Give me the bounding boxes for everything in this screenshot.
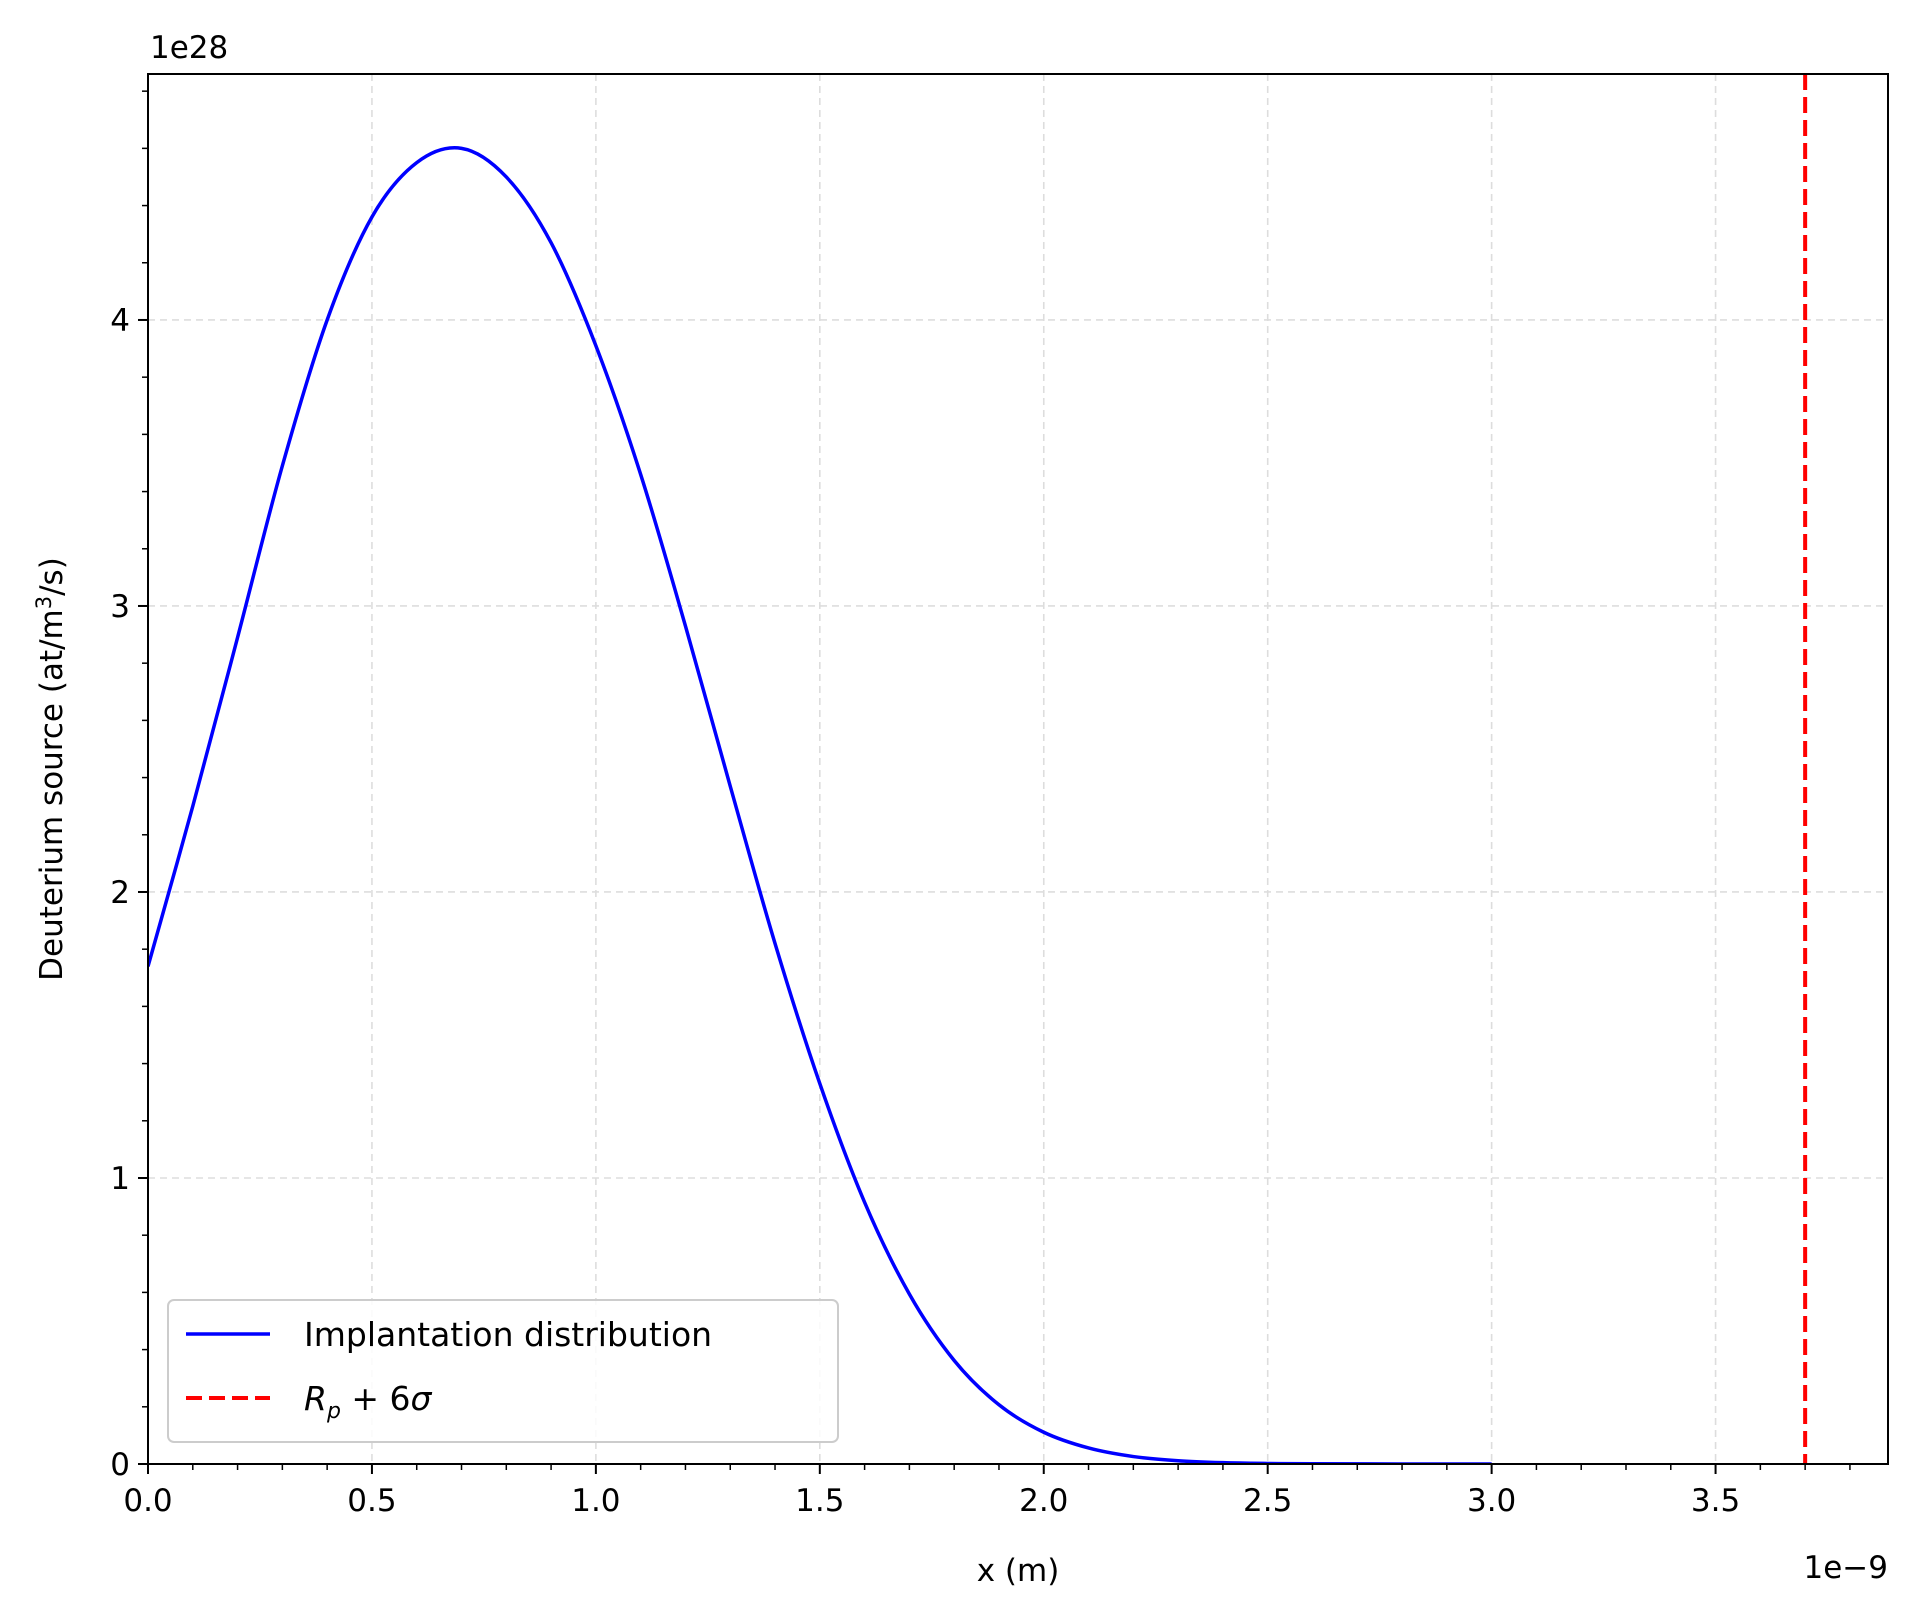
legend-label-rp-plus-6-sigma: Rp + 6σ <box>304 1379 433 1424</box>
y-tick-label: 0 <box>110 1447 130 1483</box>
y-tick-label: 1 <box>110 1161 130 1197</box>
x-offset-text: 1e−9 <box>1804 1550 1889 1586</box>
series-line-implantation-distribution <box>148 146 1492 1464</box>
x-tick-label: 1.0 <box>571 1483 620 1519</box>
y-offset-text: 1e28 <box>150 30 228 66</box>
x-tick-label: 1.5 <box>795 1483 844 1519</box>
y-tick-label: 2 <box>110 875 130 911</box>
y-tick-label: 3 <box>110 589 130 625</box>
grid-lines <box>148 74 1888 1464</box>
y-label-superscript: 3 <box>32 596 56 609</box>
x-axis-label: x (m) <box>977 1553 1060 1589</box>
plot-area-frame <box>147 73 1889 1465</box>
axis-ticks: 0.0 0.5 1.0 1.5 2.0 2.5 3.0 3.5 0 1 2 3 4 <box>110 90 1851 1519</box>
x-tick-label: 3.0 <box>1467 1483 1516 1519</box>
x-tick-label: 2.0 <box>1019 1483 1068 1519</box>
legend: Implantation distribution Rp + 6σ <box>167 1299 839 1443</box>
x-tick-label: 2.5 <box>1243 1483 1292 1519</box>
y-tick-label: 4 <box>110 303 130 339</box>
x-tick-label: 0.0 <box>123 1483 172 1519</box>
x-tick-label: 0.5 <box>347 1483 396 1519</box>
x-tick-label: 3.5 <box>1691 1483 1740 1519</box>
series-layer <box>148 74 1808 1464</box>
legend-box <box>167 1299 839 1443</box>
legend-label-implantation-distribution: Implantation distribution <box>304 1315 712 1354</box>
y-axis-label: Deuterium source (at/m3/s) <box>32 557 70 981</box>
